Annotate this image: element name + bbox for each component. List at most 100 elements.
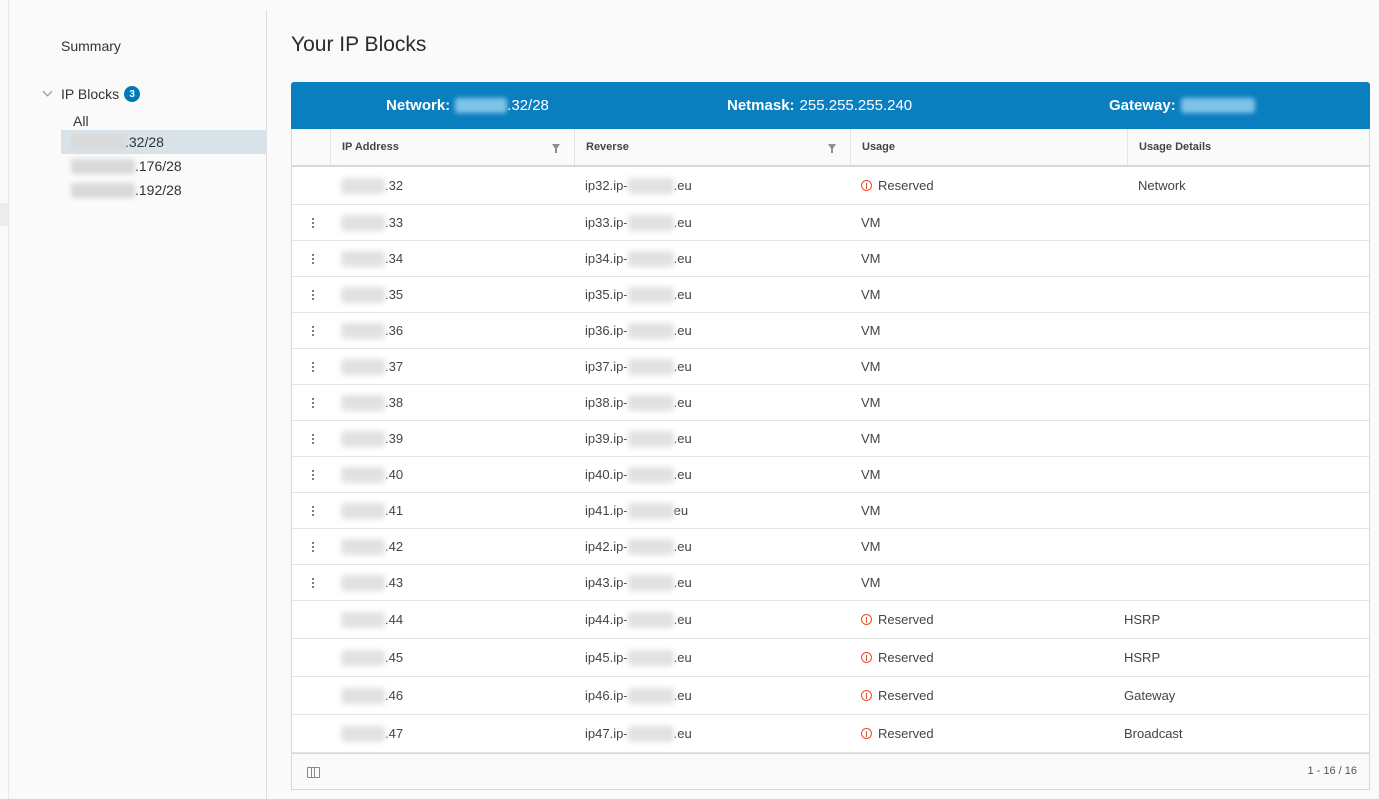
usage-text: Reserved <box>878 726 934 741</box>
redacted-text <box>341 286 385 303</box>
cell-usage: VM <box>861 349 881 384</box>
reverse-suffix: .eu <box>673 251 692 266</box>
row-actions-icon[interactable] <box>309 421 317 456</box>
column-toggle-icon[interactable] <box>307 767 320 778</box>
cell-usage: VM <box>861 205 881 240</box>
row-actions-icon[interactable] <box>309 385 317 420</box>
cell-usage: VM <box>861 421 881 456</box>
table-row[interactable]: .33 ip33.ip- .eu VM <box>292 205 1369 241</box>
reverse-prefix: ip38.ip- <box>585 395 628 410</box>
cell-ip-address: .46 <box>341 677 403 714</box>
filter-icon[interactable] <box>552 144 560 153</box>
reverse-suffix: .eu <box>673 650 692 665</box>
column-header-reverse[interactable]: Reverse <box>574 129 850 165</box>
row-actions-icon[interactable] <box>309 313 317 348</box>
table-row[interactable]: .42 ip42.ip- .eu VM <box>292 529 1369 565</box>
cell-reverse: ip39.ip- .eu <box>585 421 692 456</box>
cell-reverse: ip37.ip- .eu <box>585 349 692 384</box>
cell-reverse: ip36.ip- .eu <box>585 313 692 348</box>
grid-header: IP Address Reverse Usage Usage Details <box>292 129 1369 167</box>
cell-usage: Reserved <box>861 167 934 204</box>
warning-icon <box>861 614 872 625</box>
ip-suffix: .45 <box>385 650 404 665</box>
cell-usage: VM <box>861 385 881 420</box>
cell-ip-address: .32 <box>341 167 403 204</box>
cell-usage: VM <box>861 457 881 492</box>
redacted-text <box>627 177 674 194</box>
table-row[interactable]: .46 ip46.ip- .eu Reserved Gateway <box>292 677 1369 715</box>
network-info: Network: .32/28 <box>386 97 549 114</box>
sidebar: Summary IP Blocks 3 All .32/28 .176/28 .… <box>9 10 267 799</box>
reverse-prefix: ip36.ip- <box>585 323 628 338</box>
table-row[interactable]: .32 ip32.ip- .eu Reserved Network <box>292 167 1369 205</box>
row-actions-icon[interactable] <box>309 277 317 312</box>
gateway-label: Gateway: <box>1109 97 1176 114</box>
row-actions-icon[interactable] <box>309 205 317 240</box>
filter-icon[interactable] <box>828 144 836 153</box>
cell-usage: Reserved <box>861 715 934 752</box>
block-info-bar: Network: .32/28 Netmask: 255.255.255.240… <box>291 82 1370 129</box>
row-actions-icon[interactable] <box>309 457 317 492</box>
cell-ip-address: .33 <box>341 205 403 240</box>
column-header-ip-address[interactable]: IP Address <box>330 129 574 165</box>
table-row[interactable]: .47 ip47.ip- .eu Reserved Broadcast <box>292 715 1369 753</box>
usage-details-text: Broadcast <box>1124 726 1183 741</box>
table-row[interactable]: .40 ip40.ip- .eu VM <box>292 457 1369 493</box>
cell-reverse: ip40.ip- .eu <box>585 457 692 492</box>
sidebar-group-ip-blocks[interactable]: IP Blocks 3 <box>41 86 141 102</box>
row-actions-icon[interactable] <box>309 241 317 276</box>
cell-ip-address: .44 <box>341 601 403 638</box>
ip-suffix: .44 <box>385 612 404 627</box>
table-row[interactable]: .36 ip36.ip- .eu VM <box>292 313 1369 349</box>
warning-icon <box>861 690 872 701</box>
cell-usage-details: Gateway <box>1124 677 1175 714</box>
table-row[interactable]: .38 ip38.ip- .eu VM <box>292 385 1369 421</box>
page-title: Your IP Blocks <box>291 33 427 56</box>
cell-ip-address: .41 <box>341 493 403 528</box>
reverse-prefix: ip40.ip- <box>585 467 628 482</box>
reverse-prefix: ip46.ip- <box>585 688 628 703</box>
sidebar-item-summary[interactable]: Summary <box>61 38 121 54</box>
usage-text: VM <box>861 287 881 302</box>
table-row[interactable]: .43 ip43.ip- .eu VM <box>292 565 1369 601</box>
cell-usage-details: HSRP <box>1124 639 1160 676</box>
table-row[interactable]: .34 ip34.ip- .eu VM <box>292 241 1369 277</box>
table-row[interactable]: .44 ip44.ip- .eu Reserved HSRP <box>292 601 1369 639</box>
table-row[interactable]: .41 ip41.ip-eu VM <box>292 493 1369 529</box>
redacted-text <box>627 687 674 704</box>
column-header-usage[interactable]: Usage <box>850 129 1127 165</box>
row-actions-icon[interactable] <box>309 565 317 600</box>
sidebar-item-block-2[interactable]: .176/28 <box>61 154 267 178</box>
ip-suffix: .33 <box>385 215 404 230</box>
sidebar-item-all[interactable]: All <box>73 113 89 129</box>
redacted-text <box>341 250 385 267</box>
redacted-text <box>627 430 674 447</box>
usage-text: VM <box>861 359 881 374</box>
usage-text: VM <box>861 575 881 590</box>
redacted-text <box>341 687 385 704</box>
column-header-usage-details[interactable]: Usage Details <box>1127 129 1371 165</box>
redacted-text <box>341 358 385 375</box>
row-actions-icon[interactable] <box>309 349 317 384</box>
table-row[interactable]: .35 ip35.ip- .eu VM <box>292 277 1369 313</box>
table-row[interactable]: .45 ip45.ip- .eu Reserved HSRP <box>292 639 1369 677</box>
cell-usage: VM <box>861 313 881 348</box>
sidebar-item-block-1[interactable]: .32/28 <box>61 130 267 154</box>
ip-suffix: .37 <box>385 359 404 374</box>
cell-usage-details: Network <box>1138 167 1186 204</box>
reverse-suffix: .eu <box>673 539 692 554</box>
ip-address-grid: IP Address Reverse Usage Usage Details .… <box>291 129 1370 790</box>
reverse-suffix: .eu <box>673 395 692 410</box>
reverse-prefix: ip39.ip- <box>585 431 628 446</box>
redacted-text <box>627 574 674 591</box>
reverse-suffix: .eu <box>673 359 692 374</box>
cell-usage-details: HSRP <box>1124 601 1160 638</box>
row-actions-icon[interactable] <box>309 529 317 564</box>
chevron-down-icon[interactable] <box>41 87 55 101</box>
row-actions-icon[interactable] <box>309 493 317 528</box>
table-row[interactable]: .37 ip37.ip- .eu VM <box>292 349 1369 385</box>
sidebar-item-block-3[interactable]: .192/28 <box>61 178 267 202</box>
netmask-label: Netmask: <box>727 97 795 114</box>
table-row[interactable]: .39 ip39.ip- .eu VM <box>292 421 1369 457</box>
